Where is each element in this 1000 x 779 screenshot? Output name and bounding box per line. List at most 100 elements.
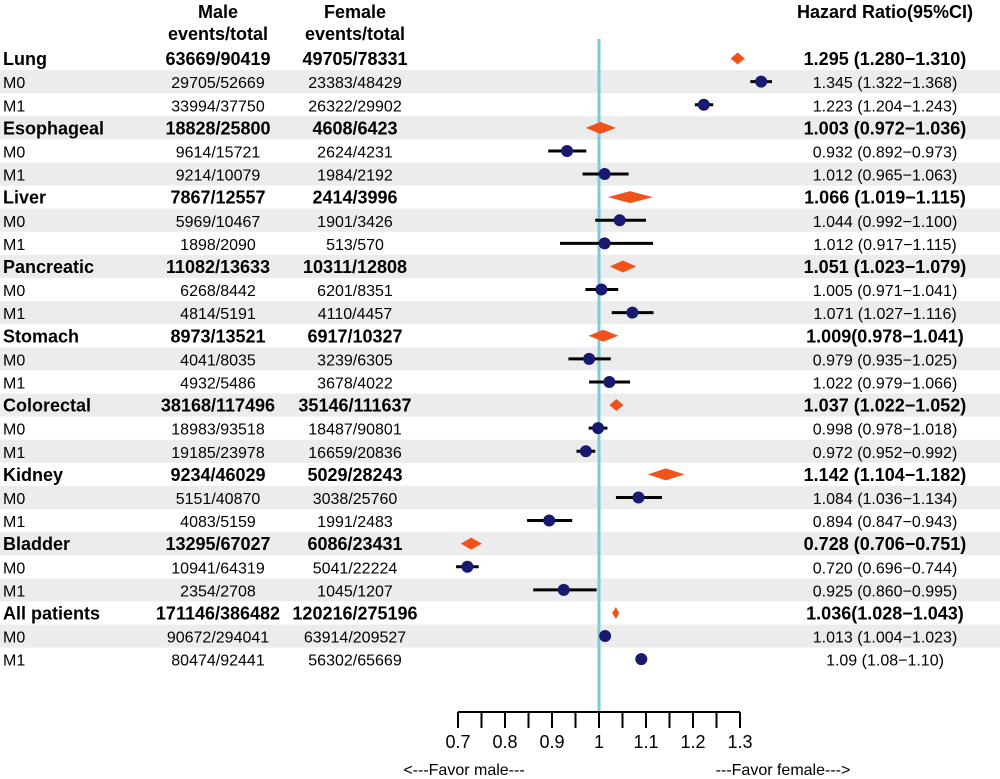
male-events-cell: 4041/8035 xyxy=(180,352,256,369)
row-label: M1 xyxy=(3,583,25,600)
row-label: Lung xyxy=(3,49,47,69)
hazard-ratio-cell: 1.037 (1.022−1.052) xyxy=(804,396,967,416)
summary-diamond xyxy=(588,329,619,342)
row-label: M0 xyxy=(3,491,25,508)
male-events-cell: 4083/5159 xyxy=(180,514,256,531)
row-label: M0 xyxy=(3,144,25,161)
female-events-cell: 4608/6423 xyxy=(312,118,397,138)
female-events-cell: 5041/22224 xyxy=(313,560,398,577)
hr-point xyxy=(595,283,608,296)
row-stripe xyxy=(0,116,1000,140)
male-events-cell: 9614/15721 xyxy=(176,144,261,161)
row-stripe xyxy=(0,439,1000,463)
row-label: Colorectal xyxy=(3,396,91,416)
hazard-ratio-cell: 1.013 (1.004−1.023) xyxy=(813,630,958,647)
summary-diamond xyxy=(612,606,620,619)
row-stripe xyxy=(0,254,1000,278)
hr-point xyxy=(461,560,474,573)
hazard-ratio-cell: 1.036(1.028−1.043) xyxy=(806,603,964,623)
row-label: M0 xyxy=(3,560,25,577)
summary-diamond xyxy=(647,468,685,481)
female-events-cell: 1991/2483 xyxy=(317,514,393,531)
x-tick-label: 1.3 xyxy=(727,732,752,752)
male-header-line2: events/total xyxy=(168,24,268,44)
summary-diamond xyxy=(730,52,745,65)
favor-male-label: <---Favor male--- xyxy=(403,762,524,779)
male-events-cell: 5151/40870 xyxy=(176,491,261,508)
hr-point xyxy=(583,352,596,365)
male-events-cell: 171146/386482 xyxy=(156,603,280,623)
row-label: Kidney xyxy=(3,465,63,485)
female-events-cell: 1045/1207 xyxy=(317,583,393,600)
male-events-cell: 11082/13633 xyxy=(166,257,270,277)
row-label: Esophageal xyxy=(3,118,104,138)
summary-diamond xyxy=(585,121,616,134)
x-axis: 0.7 0.8 0.9 1 1.1 1.2 1.3 xyxy=(445,711,753,752)
male-events-cell: 10941/64319 xyxy=(171,560,265,577)
male-events-cell: 13295/67027 xyxy=(165,534,270,554)
male-events-cell: 5969/10467 xyxy=(176,214,261,231)
hazard-ratio-cell: 0.998 (0.978−1.018) xyxy=(813,422,958,439)
row-label: M0 xyxy=(3,75,25,92)
male-events-cell: 63669/90419 xyxy=(165,49,270,69)
row-stripe xyxy=(0,624,1000,648)
hr-point xyxy=(579,445,592,458)
male-events-cell: 6268/8442 xyxy=(180,283,256,300)
hazard-ratio-cell: 1.051 (1.023−1.079) xyxy=(804,257,967,277)
row-label: M0 xyxy=(3,283,25,300)
table-rows: Lung 63669/90419 49705/78331 1.295 (1.280−1… xyxy=(3,49,966,670)
female-events-cell: 3678/4022 xyxy=(317,375,393,392)
female-events-cell: 120216/275196 xyxy=(292,603,417,623)
hr-point xyxy=(755,75,768,88)
row-label: M1 xyxy=(3,168,25,185)
female-events-cell: 2624/4231 xyxy=(317,144,393,161)
male-events-cell: 18983/93518 xyxy=(171,422,265,439)
hazard-ratio-cell: 1.084 (1.036−1.134) xyxy=(813,491,958,508)
favor-female-label: ---Favor female---> xyxy=(716,762,851,779)
hazard-ratio-cell: 1.142 (1.104−1.182) xyxy=(804,465,967,485)
row-stripe xyxy=(0,532,1000,556)
hazard-ratio-cell: 1.345 (1.322−1.368) xyxy=(813,75,958,92)
female-events-cell: 56302/65669 xyxy=(308,653,402,670)
row-label: M1 xyxy=(3,653,25,670)
hazard-ratio-cell: 1.066 (1.019−1.115) xyxy=(804,188,966,208)
row-stripe xyxy=(0,70,1000,94)
hazard-ratio-cell: 1.005 (0.971−1.041) xyxy=(813,283,958,300)
hr-point xyxy=(603,375,616,388)
row-label: M1 xyxy=(3,98,25,115)
female-events-cell: 3038/25760 xyxy=(313,491,398,508)
hazard-ratio-cell: 0.720 (0.696−0.744) xyxy=(813,560,958,577)
row-label: M1 xyxy=(3,514,25,531)
hazard-ratio-cell: 1.295 (1.280−1.310) xyxy=(804,49,967,69)
row-stripe xyxy=(0,578,1000,602)
row-stripes xyxy=(0,70,1000,648)
male-events-cell: 7867/12557 xyxy=(170,188,265,208)
male-events-cell: 9234/46029 xyxy=(170,465,265,485)
row-stripe xyxy=(0,347,1000,371)
hazard-ratio-cell: 0.925 (0.860−0.995) xyxy=(813,583,958,600)
x-tick-label: 0.8 xyxy=(492,732,517,752)
row-label: M1 xyxy=(3,375,25,392)
row-label: M0 xyxy=(3,422,25,439)
hr-point xyxy=(599,630,612,643)
hazard-ratio-cell: 1.012 (0.965−1.063) xyxy=(813,168,958,185)
row-label: M0 xyxy=(3,214,25,231)
row-label: Pancreatic xyxy=(3,257,94,277)
x-tick-label: 1.1 xyxy=(633,732,658,752)
female-events-cell: 16659/20836 xyxy=(308,445,402,462)
female-events-cell: 23383/48429 xyxy=(308,75,402,92)
male-events-cell: 90672/294041 xyxy=(167,630,269,647)
x-tick-label: 0.7 xyxy=(445,732,470,752)
hr-point xyxy=(632,491,645,504)
male-events-cell: 4932/5486 xyxy=(180,375,256,392)
row-label: M1 xyxy=(3,237,25,254)
hr-point xyxy=(592,422,605,435)
hr-point xyxy=(626,306,639,319)
hr-point xyxy=(635,653,648,666)
summary-diamond xyxy=(609,260,637,273)
male-events-cell: 29705/52669 xyxy=(171,75,265,92)
summary-diamond xyxy=(460,537,482,550)
male-events-cell: 80474/92441 xyxy=(171,653,265,670)
female-events-cell: 35146/111637 xyxy=(298,396,411,416)
